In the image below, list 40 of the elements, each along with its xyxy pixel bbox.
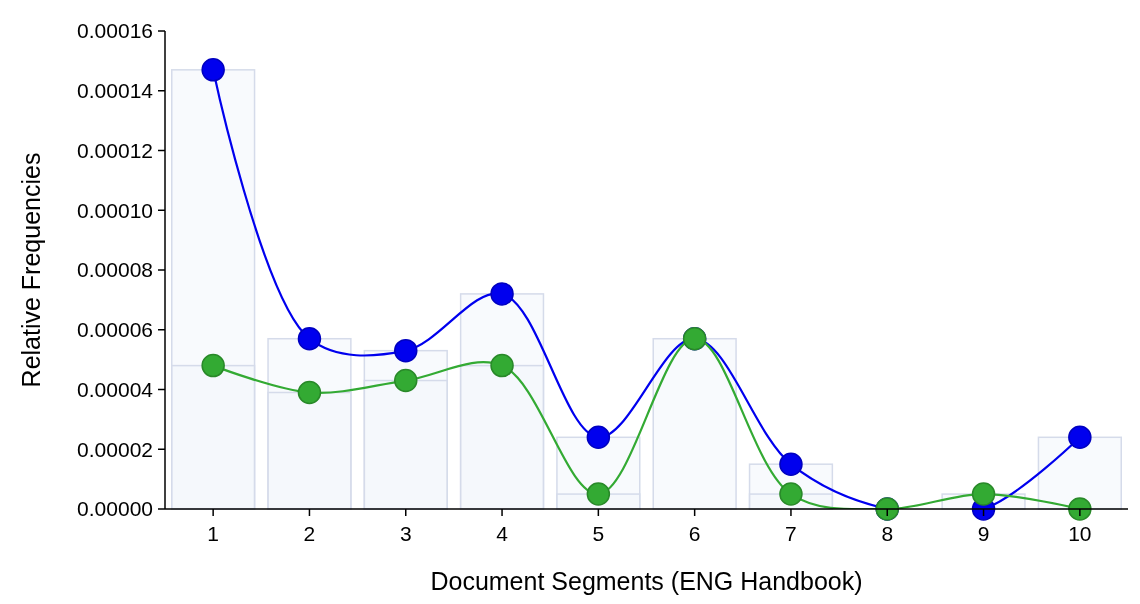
- bar: [170, 364, 256, 510]
- x-tick-label: 9: [977, 522, 990, 545]
- x-axis-title: Document Segments (ENG Handbook): [430, 567, 863, 595]
- x-tick-label: 6: [688, 522, 701, 545]
- point: [201, 353, 225, 378]
- x-tick-label: 3: [399, 522, 412, 545]
- y-tick-label: 0.00014: [77, 79, 154, 103]
- x-tick-label: 4: [496, 522, 509, 545]
- y-tick-label: 0.00008: [77, 258, 153, 282]
- y-tick-label: 0.00000: [77, 497, 153, 521]
- point: [586, 482, 611, 506]
- bar: [652, 337, 737, 510]
- x-tick-label: 8: [881, 522, 894, 545]
- point: [490, 282, 514, 306]
- point: [297, 326, 322, 351]
- point: [394, 338, 418, 363]
- point: [971, 482, 996, 506]
- x-tick-label: 5: [592, 522, 605, 545]
- y-tick-label: 0.00016: [77, 19, 153, 43]
- y-tick-label: 0.00004: [77, 377, 154, 401]
- x-tick-label: 10: [1068, 522, 1092, 545]
- point: [490, 353, 514, 378]
- point: [586, 425, 611, 450]
- x-tick-label: 1: [207, 522, 219, 545]
- y-tick-label: 0.00010: [77, 198, 153, 222]
- point: [1068, 425, 1092, 450]
- x-tick-label: 2: [303, 522, 316, 545]
- x-tick-label: 7: [785, 522, 797, 545]
- bar: [459, 364, 545, 510]
- point: [394, 368, 418, 393]
- y-tick-label: 0.00002: [77, 437, 153, 461]
- point: [297, 380, 322, 405]
- y-tick-label: 0.00006: [77, 318, 153, 342]
- y-tick-label: 0.00012: [77, 138, 153, 162]
- point: [1068, 497, 1092, 521]
- bar: [363, 379, 448, 510]
- point: [779, 452, 803, 476]
- bar: [267, 391, 352, 510]
- point: [201, 58, 225, 82]
- y-axis-title: Relative Frequencies: [17, 152, 45, 388]
